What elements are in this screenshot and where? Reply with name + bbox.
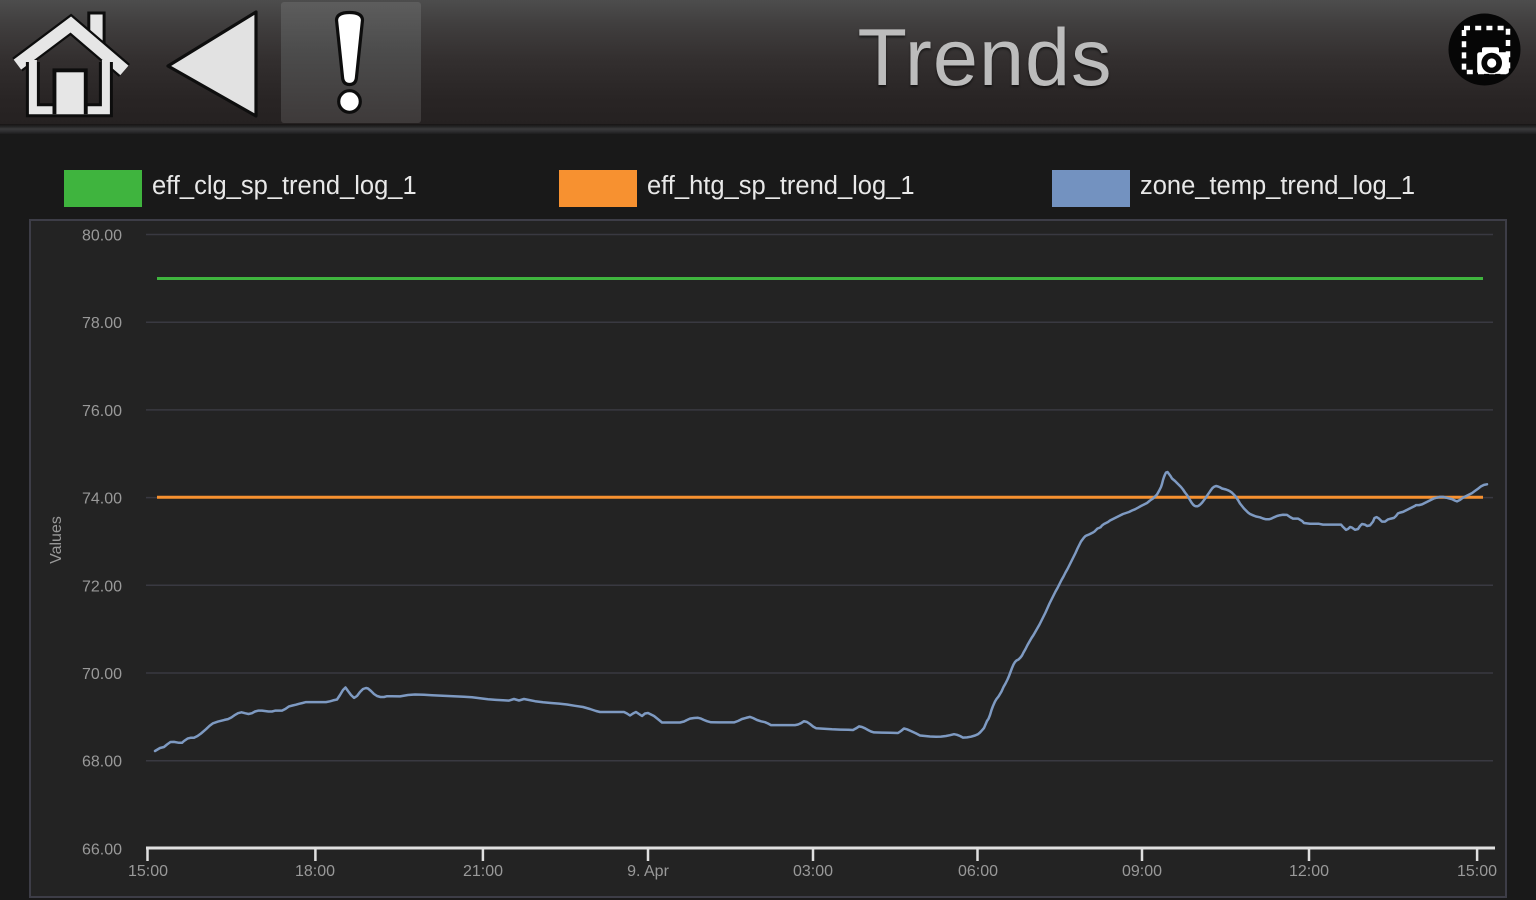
- svg-text:80.00: 80.00: [82, 228, 122, 245]
- svg-text:15:00: 15:00: [1457, 863, 1497, 880]
- svg-text:15:00: 15:00: [128, 863, 168, 880]
- svg-text:9. Apr: 9. Apr: [627, 863, 669, 880]
- svg-text:03:00: 03:00: [793, 863, 833, 880]
- svg-text:68.00: 68.00: [82, 754, 122, 771]
- svg-text:76.00: 76.00: [82, 403, 122, 420]
- svg-text:70.00: 70.00: [82, 666, 122, 683]
- svg-text:09:00: 09:00: [1122, 863, 1162, 880]
- svg-text:06:00: 06:00: [958, 863, 998, 880]
- svg-text:Values: Values: [48, 516, 65, 564]
- svg-text:18:00: 18:00: [295, 863, 335, 880]
- svg-text:78.00: 78.00: [82, 315, 122, 332]
- svg-text:66.00: 66.00: [82, 841, 122, 858]
- svg-text:72.00: 72.00: [82, 578, 122, 595]
- svg-text:74.00: 74.00: [82, 491, 122, 508]
- svg-text:21:00: 21:00: [463, 863, 503, 880]
- svg-text:12:00: 12:00: [1289, 863, 1329, 880]
